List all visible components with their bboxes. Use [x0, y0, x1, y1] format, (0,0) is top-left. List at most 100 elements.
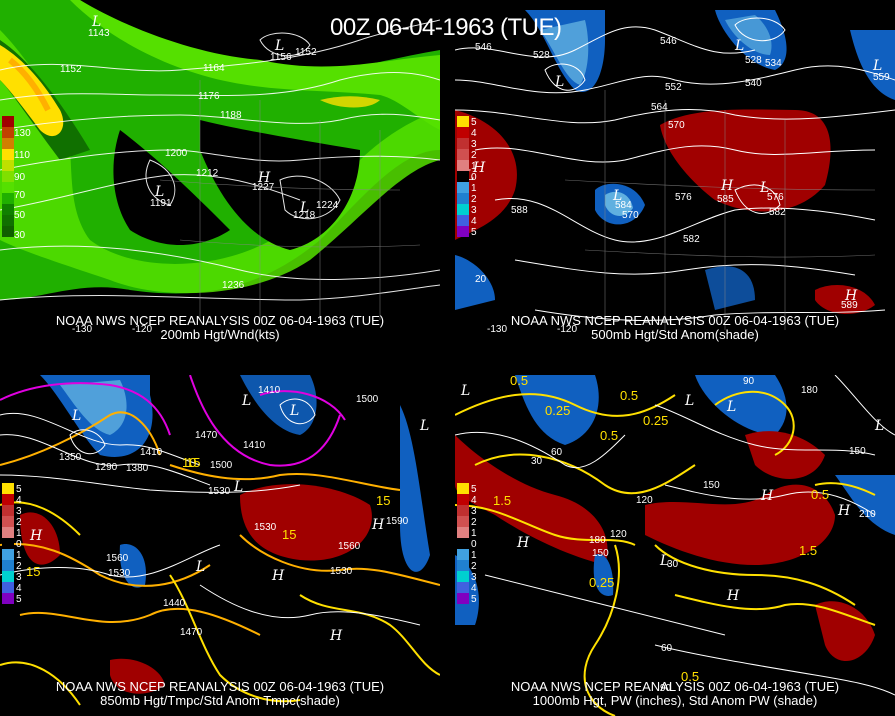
contour-label: 1530 — [208, 486, 231, 497]
legend-label: 130 — [14, 128, 31, 139]
legend-label: 4 — [471, 128, 477, 139]
contour-label: 180 — [589, 535, 606, 546]
legend-label: 4 — [16, 495, 22, 506]
contour-label: 60 — [661, 643, 673, 654]
caption-850mb-line2: 850mb Hgt/Tmpc/Std Anom Tmpc(shade) — [100, 693, 340, 708]
high-marker: H — [257, 170, 271, 186]
contour-label: 1500 — [356, 394, 379, 405]
contour-label: 1.5 — [493, 493, 511, 508]
panel-850mb: 1410 1500 1470 1410 1500 1350 1290 1380 … — [0, 375, 440, 716]
legend-label: 0 — [471, 539, 477, 550]
longitude-label: -130 — [487, 324, 507, 335]
legend-label: 3 — [471, 506, 477, 517]
contour-label: 1212 — [196, 168, 219, 179]
low-marker: L — [274, 38, 284, 54]
low-marker: L — [195, 559, 205, 575]
contour-label: 120 — [610, 529, 627, 540]
high-marker: H — [371, 517, 385, 533]
contour-label: 90 — [743, 376, 755, 387]
contour-label: 1176 — [198, 91, 220, 102]
contour-label: 1470 — [195, 430, 218, 441]
high-marker: H — [516, 535, 530, 551]
contour-label: 1152 — [295, 47, 317, 58]
legend-label: 3 — [471, 572, 477, 583]
high-marker: H — [837, 503, 851, 519]
high-marker: H — [726, 588, 740, 604]
contour-label: 582 — [683, 234, 700, 245]
contour-label: 15 — [376, 493, 390, 508]
panel-200mb: 1152 1164 1176 1188 1200 1212 1224 1236 … — [0, 0, 440, 340]
contour-label: 150 — [849, 446, 866, 457]
legend-label: 5 — [471, 484, 477, 495]
map-200mb: 1152 1164 1176 1188 1200 1212 1224 1236 … — [0, 0, 440, 340]
high-marker: H — [472, 160, 486, 176]
contour-label: 1290 — [95, 462, 118, 473]
low-marker: L — [71, 408, 81, 424]
legend-label: 0 — [16, 539, 22, 550]
legend-500mb — [457, 116, 469, 237]
legend-label: 3 — [16, 572, 22, 583]
contour-label: 1380 — [126, 463, 149, 474]
caption-1000mb-line1: NOAA NWS NCEP REANALYSIS 00Z 06-04-1963 … — [510, 679, 840, 694]
legend-200mb — [2, 116, 14, 237]
contour-label: 0.25 — [545, 403, 570, 418]
legend-label: 2 — [471, 561, 477, 572]
legend-label: 4 — [471, 583, 477, 594]
legend-label: 1 — [16, 528, 22, 539]
contour-label: 570 — [622, 210, 639, 221]
contour-label: 584 — [615, 200, 632, 211]
legend-label: 1 — [471, 161, 477, 172]
contour-label: 15 — [186, 455, 200, 470]
contour-label: 150 — [592, 548, 609, 559]
caption-500mb-line1: NOAA NWS NCEP REANALYSIS 00Z 06-04-1963 … — [510, 313, 840, 328]
high-marker: H — [271, 568, 285, 584]
low-marker: L — [874, 418, 884, 434]
map-1000mb: 0.5 0.25 90 180 0.5 0.25 0.5 60 30 150 1… — [455, 375, 895, 716]
contour-label: 1530 — [254, 522, 277, 533]
contour-label: 15 — [26, 564, 40, 579]
contour-label: 30 — [667, 559, 679, 570]
high-marker: H — [720, 178, 734, 194]
low-marker: L — [759, 180, 769, 196]
contour-label: 582 — [769, 207, 786, 218]
legend-label: 1 — [16, 550, 22, 561]
legend-label: 2 — [471, 150, 477, 161]
contour-label: 1188 — [220, 110, 242, 121]
caption-500mb-line2: 500mb Hgt/Std Anom(shade) — [591, 327, 759, 342]
legend-label: 5 — [471, 594, 477, 605]
legend-1000mb — [457, 483, 469, 604]
legend-label: 50 — [14, 210, 26, 221]
contour-label: 540 — [745, 78, 762, 89]
legend-label: 2 — [16, 517, 22, 528]
contour-label: 0.5 — [600, 428, 618, 443]
high-marker: H — [844, 288, 858, 304]
legend-label: 70 — [14, 190, 26, 201]
contour-label: 1.5 — [799, 543, 817, 558]
contour-label: 20 — [475, 274, 487, 285]
map-850mb: 1410 1500 1470 1410 1500 1350 1290 1380 … — [0, 375, 440, 716]
low-marker: L — [554, 74, 564, 90]
contour-label: 534 — [765, 58, 782, 69]
legend-label: 3 — [471, 205, 477, 216]
contour-label: 1224 — [316, 200, 339, 211]
contour-label: 0.5 — [681, 669, 699, 684]
contour-label: 1590 — [386, 516, 409, 527]
low-marker: L — [464, 168, 474, 184]
contour-label: 552 — [665, 82, 682, 93]
low-marker: L — [241, 393, 251, 409]
contour-label: 570 — [668, 120, 685, 131]
contour-label: 546 — [475, 42, 492, 53]
longitude-label: -120 — [132, 324, 152, 335]
contour-label: 0.5 — [510, 375, 528, 388]
contour-label: 1530 — [330, 566, 353, 577]
contour-label: 1440 — [163, 598, 186, 609]
high-marker: H — [29, 528, 43, 544]
contour-label: 1410 — [258, 385, 281, 396]
map-500mb: 546 528 546 528 534 552 540 564 570 576 … — [455, 10, 895, 340]
contour-label: 589 — [841, 300, 858, 311]
contour-label: 1560 — [338, 541, 361, 552]
contour-label: 588 — [511, 205, 528, 216]
contour-label: 564 — [651, 102, 668, 113]
contour-label: 1410 — [140, 447, 163, 458]
legend-label: 0 — [471, 172, 477, 183]
